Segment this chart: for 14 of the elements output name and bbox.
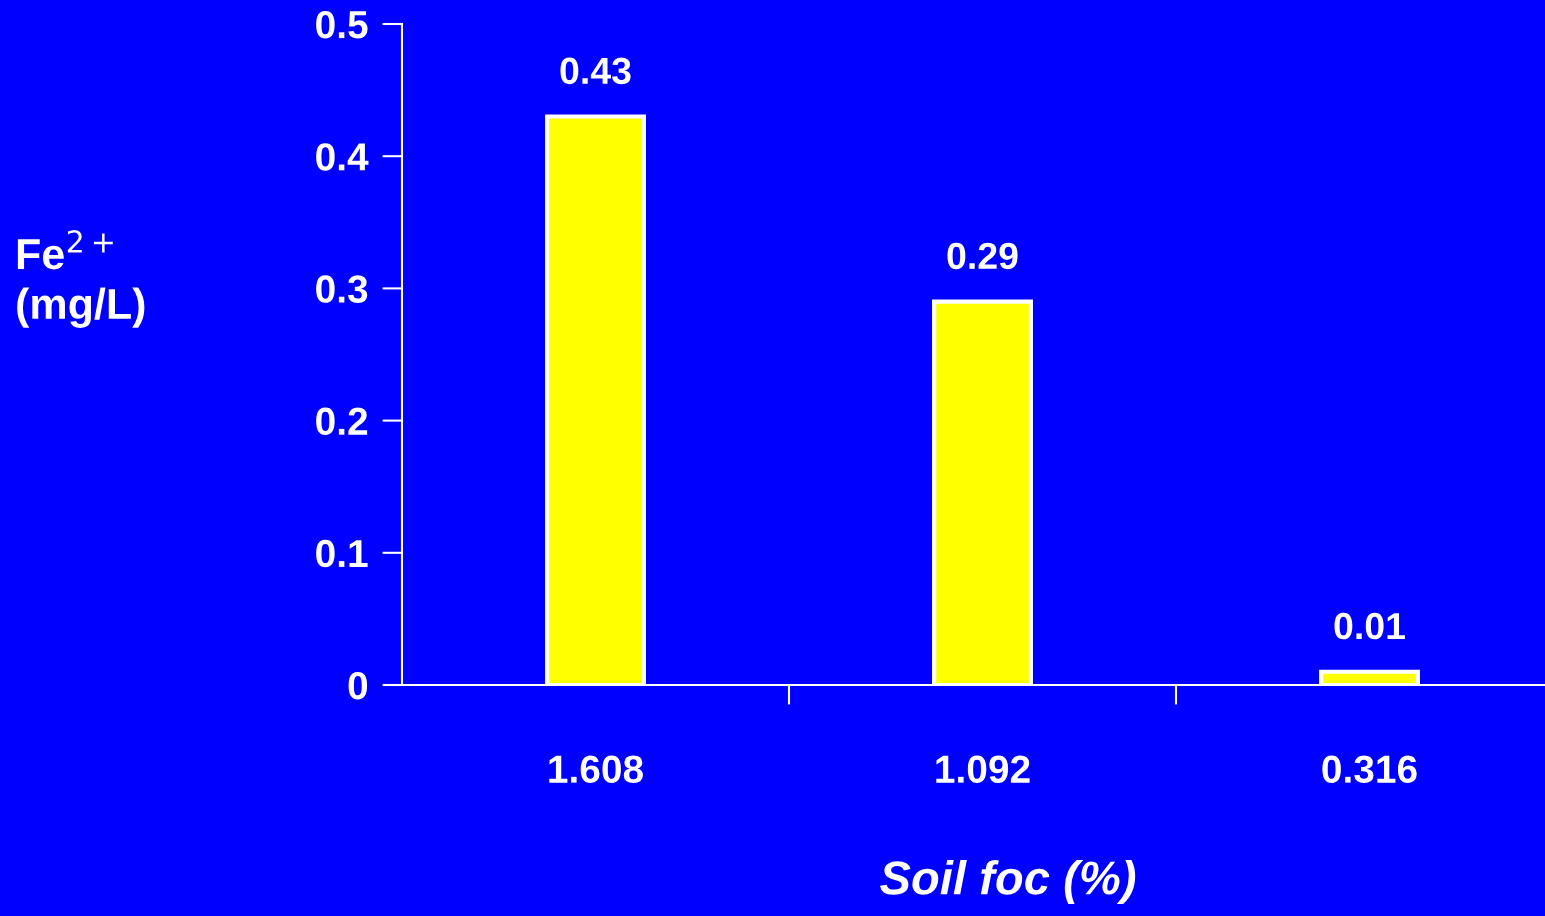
- data-label: 0.01: [1334, 612, 1405, 640]
- x-axis-title: Soil foc (%): [880, 859, 1136, 905]
- y-tick-label: 0: [348, 671, 368, 700]
- y-tick-label: 0.5: [316, 10, 368, 39]
- data-label: 0.29: [947, 242, 1018, 270]
- y-tick-label: 0.1: [316, 539, 368, 568]
- x-tick-label: 1.608: [549, 755, 643, 784]
- x-tick-label: 1.092: [936, 755, 1030, 784]
- x-tick-label: 0.316: [1322, 755, 1417, 784]
- y-tick-label: 0.4: [316, 143, 369, 171]
- y-tick-label: 0.3: [316, 275, 368, 303]
- data-label: 0.43: [560, 57, 631, 85]
- y-axis-title: Fe$^{2+}$ (mg/L): [17, 230, 145, 328]
- y-tick-label: 0.2: [316, 407, 368, 436]
